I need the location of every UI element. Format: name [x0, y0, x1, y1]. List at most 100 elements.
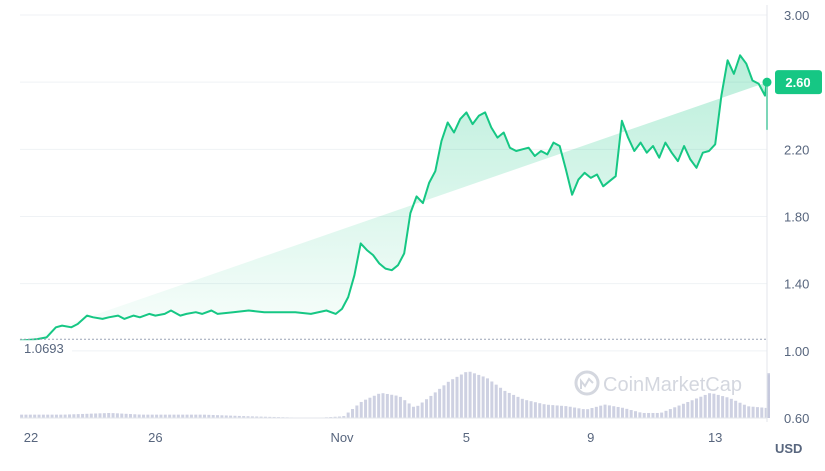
volume-bar — [168, 415, 171, 418]
volume-bar — [752, 407, 755, 418]
volume-bar — [94, 413, 97, 418]
volume-bar — [756, 407, 759, 418]
volume-bar — [51, 415, 54, 418]
volume-bar — [516, 397, 519, 418]
volume-bar — [186, 415, 189, 418]
volume-bar — [556, 405, 559, 418]
currency-label: USD — [775, 441, 802, 456]
volume-bar — [98, 413, 101, 418]
volume-bar — [651, 413, 654, 418]
volume-bar — [469, 372, 472, 418]
x-tick-label: Nov — [330, 430, 354, 445]
volume-bar — [543, 404, 546, 418]
volume-bar — [617, 407, 620, 418]
volume-bar — [190, 415, 193, 418]
volume-bar — [103, 413, 106, 418]
volume-bar — [577, 408, 580, 418]
volume-bar — [643, 413, 646, 418]
volume-bar — [125, 414, 128, 418]
y-tick-label: 1.40 — [784, 277, 809, 292]
volume-bar — [530, 401, 533, 418]
volume-bar — [412, 407, 415, 418]
volume-bar — [608, 405, 611, 418]
volume-bar — [133, 414, 136, 418]
volume-bar — [399, 397, 402, 418]
volume-bar — [360, 402, 363, 418]
volume-bar — [704, 395, 707, 418]
x-axis: 2226Nov591317 — [20, 418, 825, 445]
volume-bar — [90, 414, 93, 418]
volume-bar — [678, 406, 681, 418]
volume-bar — [403, 400, 406, 418]
volume-bar — [46, 415, 49, 418]
volume-bar — [20, 415, 23, 418]
current-value-dot — [763, 78, 772, 87]
volume-bar — [159, 415, 162, 418]
volume-bar — [508, 393, 511, 418]
watermark-logo-mark — [581, 379, 593, 389]
volume-bar — [425, 399, 428, 418]
volume-bar — [456, 377, 459, 418]
volume-bar — [521, 399, 524, 418]
volume-bar — [416, 406, 419, 418]
volume-bar — [721, 396, 724, 418]
watermark-text: CoinMarketCap — [603, 374, 742, 396]
volume-bar — [477, 375, 480, 418]
volume-bar — [621, 408, 624, 418]
volume-bar — [194, 415, 197, 418]
volume-bar — [72, 414, 75, 418]
volume-bar — [599, 406, 602, 418]
volume-bar — [712, 394, 715, 418]
volume-bar — [743, 405, 746, 418]
volume-bar — [665, 411, 668, 418]
watermark: CoinMarketCap — [576, 372, 742, 396]
volume-bar — [682, 404, 685, 418]
volume-bar — [373, 396, 376, 418]
volume-bar — [408, 403, 411, 418]
y-tick-label: 2.20 — [784, 142, 809, 157]
x-tick-label: 13 — [708, 430, 722, 445]
volume-bar — [499, 388, 502, 418]
volume-bar — [146, 415, 149, 418]
y-tick-label: 1.00 — [784, 344, 809, 359]
volume-bar — [173, 415, 176, 418]
volume-bar — [438, 389, 441, 418]
volume-bar — [486, 378, 489, 418]
volume-bar — [656, 413, 659, 418]
volume-bar — [68, 414, 71, 418]
volume-bar — [730, 399, 733, 418]
volume-bar — [734, 401, 737, 418]
y-axis: 3.002.201.801.401.000.60 — [767, 5, 809, 426]
volume-bar — [390, 395, 393, 418]
volume-bar — [55, 415, 58, 418]
volume-bar — [138, 415, 141, 418]
volume-bar — [512, 395, 515, 418]
volume-bar — [473, 373, 476, 418]
volume-bar — [660, 413, 663, 418]
volume-bar — [42, 415, 45, 418]
volume-bar — [708, 393, 711, 418]
current-value-label: 2.60 — [785, 75, 810, 90]
volume-bar — [451, 379, 454, 418]
volume-bar — [573, 408, 576, 418]
baseline-label: 1.0693 — [24, 341, 64, 356]
volume-bar — [429, 396, 432, 418]
volume-bar — [395, 396, 398, 418]
volume-bar — [386, 394, 389, 418]
volume-bar — [29, 415, 32, 418]
volume-bar — [569, 407, 572, 418]
volume-bar — [447, 382, 450, 418]
volume-bar — [739, 403, 742, 418]
volume-bar — [669, 409, 672, 418]
x-tick-label: 5 — [463, 430, 470, 445]
volume-bar — [638, 412, 641, 418]
volume-bar — [725, 397, 728, 418]
volume-bar — [77, 414, 80, 418]
volume-bar — [351, 409, 354, 418]
volume-bar — [760, 408, 763, 418]
volume-bar — [81, 414, 84, 418]
volume-bar — [116, 413, 119, 418]
price-area — [20, 55, 767, 341]
volume-bar — [482, 376, 485, 418]
volume-bar — [625, 409, 628, 418]
